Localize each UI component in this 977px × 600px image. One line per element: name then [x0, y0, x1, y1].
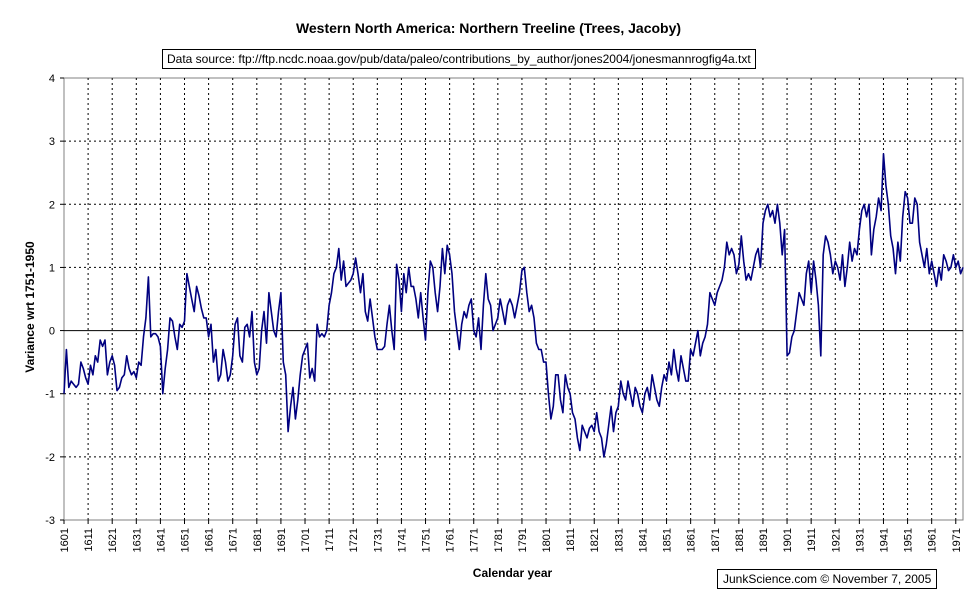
- y-axis-ticks: -3 -2 -1 0 1 2 3 4: [45, 73, 64, 527]
- x-tick-label: 1921: [830, 528, 842, 552]
- x-tick-label: 1971: [951, 528, 963, 552]
- x-tick-label: 1731: [372, 528, 384, 552]
- x-tick-label: 1941: [878, 528, 890, 552]
- x-tick-label: 1861: [686, 528, 698, 552]
- x-tick-label: 1661: [204, 528, 216, 552]
- x-tick-label: 1721: [348, 528, 360, 552]
- x-tick-label: 1801: [541, 528, 553, 552]
- credit-label: JunkScience.com © November 7, 2005: [717, 569, 938, 589]
- y-tick-label: 3: [49, 136, 55, 148]
- x-tick-label: 1751: [421, 528, 433, 552]
- x-tick-label: 1851: [662, 528, 674, 552]
- x-tick-label: 1901: [782, 528, 794, 552]
- x-tick-label: 1601: [59, 528, 71, 552]
- x-tick-label: 1961: [927, 528, 939, 552]
- y-tick-label: -1: [45, 389, 55, 401]
- x-tick-label: 1761: [445, 528, 457, 552]
- plot-area: [63, 77, 964, 521]
- x-tick-label: 1641: [155, 528, 167, 552]
- x-tick-label: 1781: [493, 528, 505, 552]
- x-tick-label: 1911: [806, 528, 818, 552]
- x-tick-label: 1771: [469, 528, 481, 552]
- x-tick-label: 1951: [903, 528, 915, 552]
- x-tick-label: 1881: [734, 528, 746, 552]
- x-tick-label: 1691: [276, 528, 288, 552]
- x-tick-label: 1671: [228, 528, 240, 552]
- x-tick-label: 1821: [589, 528, 601, 552]
- y-tick-label: -3: [45, 515, 55, 527]
- x-tick-label: 1891: [758, 528, 770, 552]
- y-tick-label: 1: [49, 262, 55, 274]
- x-tick-label: 1811: [565, 528, 577, 552]
- x-tick-label: 1841: [637, 528, 649, 552]
- y-tick-label: -2: [45, 452, 55, 464]
- x-tick-label: 1611: [83, 528, 95, 552]
- x-tick-label: 1871: [710, 528, 722, 552]
- y-tick-label: 2: [49, 199, 55, 211]
- x-axis-ticks: 1601 1611 1621 1631 1641 1651 1661 1671 1681 1691…: [59, 520, 963, 552]
- x-tick-label: 1621: [107, 528, 119, 552]
- x-axis-label: Calendar year: [472, 566, 553, 580]
- y-axis-label: Variance wrt 1751-1950: [23, 241, 37, 373]
- y-tick-label: 4: [49, 73, 55, 85]
- chart-title: Western North America: Northern Treeline…: [295, 20, 682, 36]
- x-tick-label: 1931: [854, 528, 866, 552]
- x-tick-label: 1651: [180, 528, 192, 552]
- x-tick-label: 1711: [324, 528, 336, 552]
- x-tick-label: 1681: [252, 528, 264, 552]
- x-tick-label: 1791: [517, 528, 529, 552]
- data-source-label: Data source: ftp://ftp.ncdc.noaa.gov/pub…: [162, 49, 756, 69]
- series-layer: [63, 153, 964, 458]
- x-tick-label: 1631: [131, 528, 143, 552]
- x-tick-label: 1701: [300, 528, 312, 552]
- y-tick-label: 0: [49, 326, 55, 338]
- series-line: [63, 153, 964, 458]
- x-tick-label: 1741: [396, 528, 408, 552]
- x-tick-label: 1831: [613, 528, 625, 552]
